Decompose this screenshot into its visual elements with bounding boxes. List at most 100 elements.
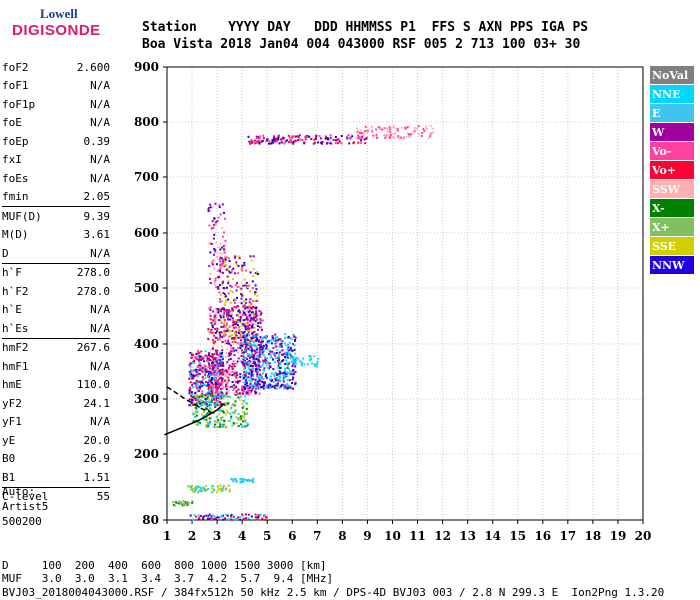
echo-point — [250, 350, 253, 353]
echo-point — [219, 335, 222, 338]
echo-point — [289, 346, 292, 349]
echo-point — [221, 424, 224, 427]
echo-point — [209, 407, 212, 410]
echo-point — [207, 425, 210, 428]
echo-point — [213, 315, 216, 318]
echo-point — [321, 141, 324, 143]
echo-point — [227, 484, 230, 487]
echo-point — [247, 343, 250, 346]
echo-point — [256, 368, 259, 371]
echo-point — [255, 137, 258, 140]
echo-point — [243, 377, 245, 379]
echo-point — [237, 412, 240, 415]
y-tick-label: 900 — [134, 60, 159, 74]
echo-point — [239, 395, 242, 398]
echo-point — [257, 516, 260, 519]
echo-point — [340, 135, 343, 137]
echo-point — [242, 351, 245, 354]
echo-point — [221, 355, 224, 358]
echo-point — [256, 299, 259, 302]
echo-point — [209, 359, 212, 362]
echo-point — [227, 312, 230, 315]
echo-point — [215, 366, 218, 369]
echo-point — [240, 417, 243, 420]
echo-point — [196, 484, 199, 487]
echo-point — [230, 513, 233, 516]
echo-point — [218, 377, 221, 380]
echo-point — [251, 480, 254, 483]
echo-point — [259, 319, 262, 322]
echo-point — [288, 361, 291, 364]
echo-point — [218, 362, 221, 365]
echo-point — [257, 375, 260, 378]
echo-point — [257, 514, 260, 517]
echo-point — [218, 413, 221, 416]
echo-point — [221, 377, 224, 380]
echo-point — [220, 308, 222, 311]
echo-point — [235, 263, 238, 266]
echo-point — [230, 518, 233, 521]
echo-point — [285, 383, 288, 386]
echo-point — [356, 127, 359, 130]
param-name: yF1 — [2, 415, 22, 429]
echo-point — [216, 360, 219, 363]
echo-point — [206, 408, 209, 411]
echo-point — [286, 139, 289, 142]
echo-point — [251, 311, 254, 314]
echo-point — [260, 349, 263, 352]
echo-point — [252, 375, 255, 378]
echo-point — [223, 517, 226, 520]
echo-point — [222, 425, 224, 428]
echo-point — [250, 321, 253, 324]
echo-point — [220, 326, 223, 328]
echo-point — [255, 364, 258, 367]
echo-point — [207, 207, 210, 209]
echo-point — [218, 263, 221, 266]
echo-point — [231, 404, 234, 407]
echo-point — [223, 304, 226, 306]
echo-point — [219, 388, 222, 391]
echo-point — [211, 491, 214, 494]
echo-point — [215, 360, 218, 363]
echo-point — [292, 141, 295, 144]
echo-point — [210, 322, 213, 324]
echo-point — [199, 421, 202, 424]
echo-point — [268, 140, 271, 143]
echo-point — [364, 125, 367, 128]
scaled-parameters-panel: foF2 2.600 foF1 N/A foF1p N/A foE N/A foEp 0.39 fx… — [2, 58, 110, 506]
echo-point — [220, 409, 223, 412]
echo-point — [272, 353, 275, 356]
echo-point — [281, 345, 283, 348]
echo-point — [220, 331, 223, 334]
echo-point — [274, 377, 277, 380]
param-name: foF1 — [2, 79, 29, 93]
echo-point — [242, 390, 245, 393]
echo-point — [211, 391, 214, 394]
echo-point — [244, 376, 247, 379]
echo-point — [208, 517, 211, 520]
echo-point — [210, 348, 213, 351]
echo-point — [231, 317, 234, 320]
echo-point — [272, 368, 275, 371]
param-row: yF1 N/A — [2, 413, 110, 432]
echo-point — [198, 373, 201, 376]
echo-point — [255, 312, 257, 315]
echo-point — [207, 209, 210, 212]
echo-point — [392, 136, 395, 139]
echo-point — [219, 256, 222, 259]
echo-point — [287, 351, 290, 354]
echo-point — [192, 368, 195, 371]
echo-point — [258, 377, 261, 380]
echo-point — [248, 290, 251, 293]
echo-point — [227, 354, 230, 357]
echo-point — [219, 423, 222, 426]
echo-point — [224, 260, 227, 263]
echo-point — [175, 501, 178, 504]
echo-point — [187, 502, 190, 504]
echo-point — [226, 348, 229, 351]
echo-point — [275, 383, 278, 386]
param-value: 24.1 — [83, 396, 111, 410]
echo-point — [234, 362, 237, 365]
echo-point — [245, 357, 248, 359]
echo-point — [230, 415, 233, 418]
